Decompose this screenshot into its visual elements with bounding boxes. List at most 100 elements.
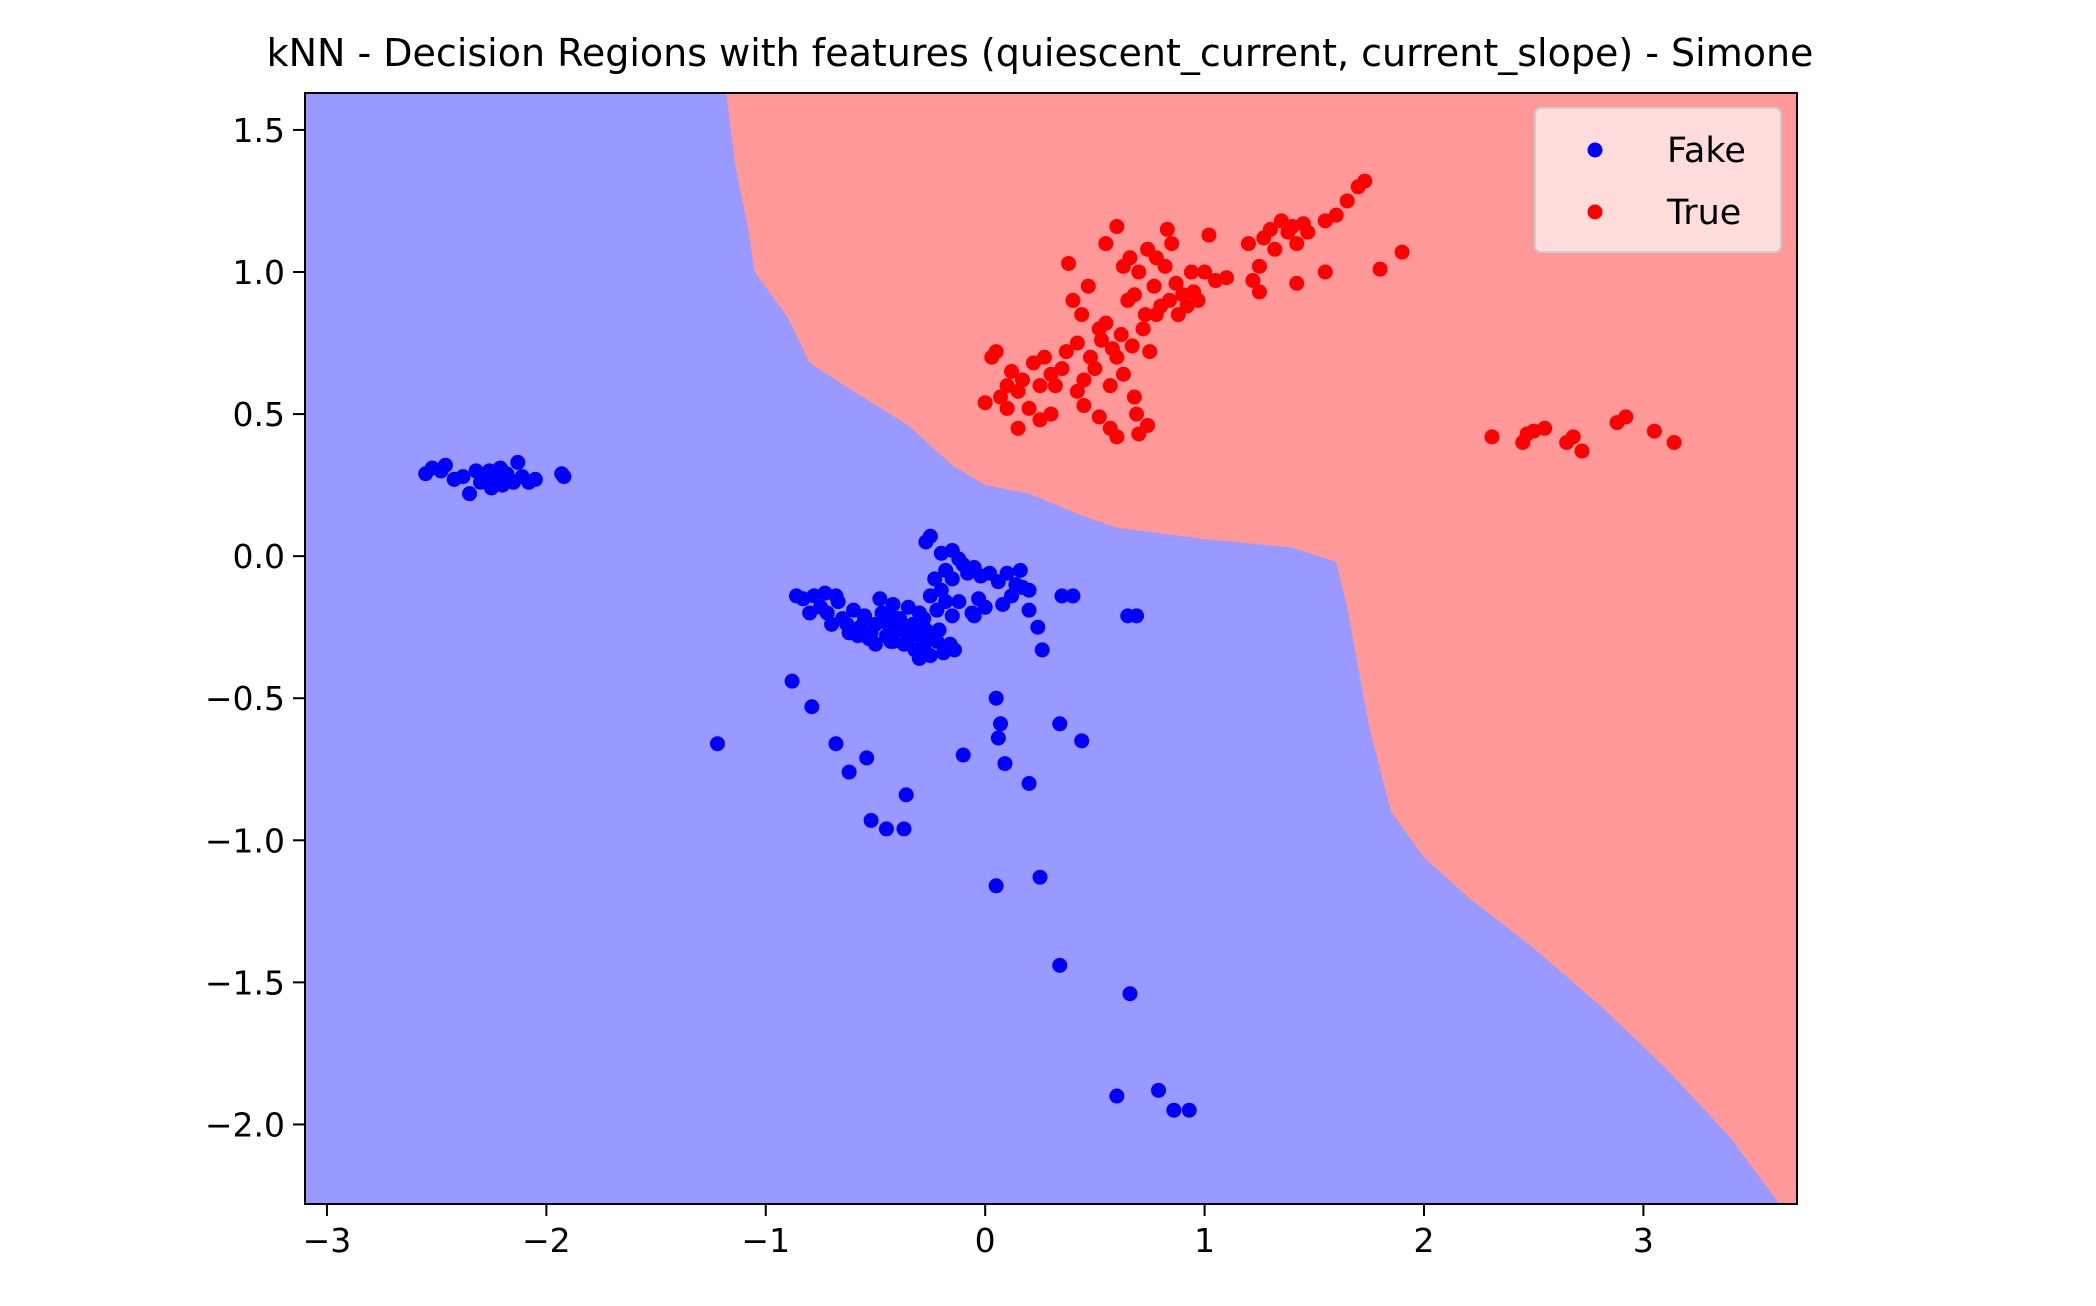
y-tick-label: −0.5 [205,679,285,718]
point-true [1164,236,1180,252]
legend-label-true: True [1666,193,1741,233]
point-fake [788,588,804,604]
point-true [1115,258,1131,274]
point-fake [859,750,875,766]
point-fake [850,628,866,644]
point-true [1098,315,1114,331]
point-fake [944,608,960,624]
point-fake [1054,588,1070,604]
region-true [726,93,1798,1204]
point-fake [900,599,916,615]
point-true [1076,398,1092,414]
point-true [1565,429,1581,445]
point-fake [931,622,947,638]
point-fake [1012,562,1028,578]
point-true [1197,264,1213,280]
point-fake [896,821,912,837]
point-true [1061,255,1077,271]
point-fake [927,571,943,587]
point-true [1065,292,1081,308]
point-fake [1030,619,1046,635]
y-tick-label: −2.0 [205,1105,285,1144]
point-fake [1109,1088,1125,1104]
point-true [1126,287,1142,303]
point-fake [1122,986,1138,1002]
point-true [1317,264,1333,280]
point-true [1032,378,1048,394]
point-fake [857,611,872,627]
point-fake [922,528,938,544]
point-true [1140,417,1156,433]
point-fake [964,605,980,621]
point-true [1140,241,1156,257]
point-true [1618,409,1634,425]
point-fake [1052,716,1068,732]
x-tick-label: 1 [1194,1221,1215,1260]
point-true [1484,429,1500,445]
point-fake [1129,608,1145,624]
point-fake [1032,869,1048,885]
point-fake [955,747,971,763]
point-fake [1181,1102,1197,1118]
point-true [1519,426,1535,442]
point-true [1102,378,1118,394]
point-true [1124,338,1140,354]
point-true [1137,307,1153,323]
point-fake [1074,733,1090,749]
point-fake [951,594,967,610]
point-fake [828,736,844,752]
point-true [1109,219,1125,235]
point-fake [510,454,526,470]
point-true [1574,443,1590,459]
point-fake [1021,602,1037,618]
plot-area [304,92,1798,1205]
point-fake [1166,1102,1182,1118]
point-fake [824,616,840,632]
x-tick-label: −2 [522,1221,571,1260]
point-true [1251,284,1267,300]
point-true [1183,264,1199,280]
point-true [1036,349,1052,365]
point-fake [903,628,919,644]
point-true [1131,264,1147,280]
point-true [1537,420,1553,436]
point-true [1142,344,1158,360]
point-fake [1052,957,1068,973]
point-true [1098,236,1114,252]
point-fake [878,821,894,837]
series-fake [418,454,1197,1118]
point-fake [955,557,971,573]
point-fake [839,616,855,632]
point-fake [892,611,908,627]
x-tick-label: −1 [741,1221,790,1260]
point-fake [988,878,1004,894]
point-true [1146,278,1162,294]
point-true [1082,349,1098,365]
point-true [1157,258,1173,274]
point-true [1201,227,1217,243]
point-fake [846,602,862,618]
x-tick-label: 3 [1633,1221,1654,1260]
point-true [1091,409,1107,425]
y-tick-label: −1.0 [205,821,285,860]
point-fake [1021,775,1037,791]
plot-frame [304,92,1798,1205]
point-fake [993,716,1009,732]
series-true [977,173,1682,459]
point-fake [885,633,901,649]
point-fake [554,466,570,482]
x-tick-label: 2 [1414,1221,1435,1260]
point-true [1093,332,1109,348]
point-fake [999,565,1015,581]
point-fake [990,730,1006,746]
point-true [1289,275,1305,291]
point-fake [938,562,954,578]
point-fake [867,636,883,652]
point-true [1148,307,1164,323]
point-true [1251,258,1267,274]
point-fake [946,642,962,658]
point-fake [872,591,888,607]
point-true [1074,307,1090,323]
